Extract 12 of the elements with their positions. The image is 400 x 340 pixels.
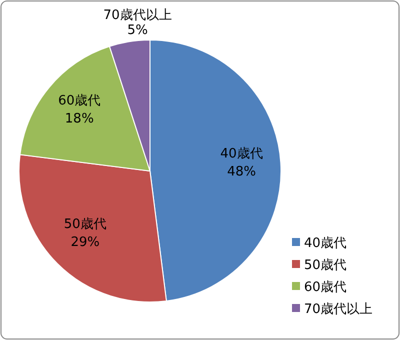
legend-label: 50歳代 [304, 258, 347, 273]
legend-label: 40歳代 [304, 236, 347, 251]
data-label: 29% [70, 234, 100, 250]
legend-label: 60歳代 [304, 280, 347, 295]
legend-label: 70歳代以上 [304, 302, 373, 317]
data-label: 18% [64, 112, 94, 127]
data-label: 48% [227, 164, 256, 180]
slice-label: 40歳代 [220, 146, 263, 162]
slice-label: 60歳代 [58, 94, 101, 109]
data-label: 5% [127, 23, 148, 38]
slice-label: 70歳代以上 [103, 8, 172, 23]
slice-label: 50歳代 [64, 216, 106, 232]
